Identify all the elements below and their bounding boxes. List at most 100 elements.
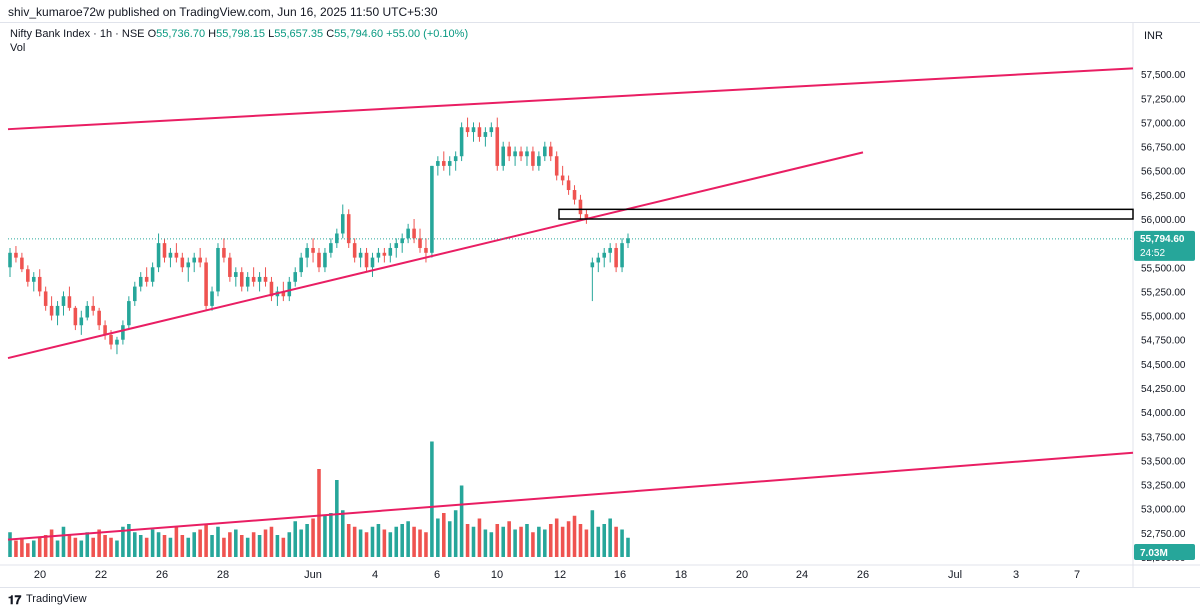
volume-label: Vol <box>10 42 26 54</box>
candle-body <box>335 233 339 244</box>
volume-bar <box>489 532 494 557</box>
x-tick-label: 20 <box>34 569 46 581</box>
y-tick-label: 54,750.00 <box>1141 336 1186 347</box>
candle-body <box>144 276 149 282</box>
volume-bar <box>584 529 589 557</box>
volume-bar <box>37 537 42 557</box>
candle-body <box>61 296 66 306</box>
volume-bar <box>436 518 440 557</box>
volume-bar <box>507 521 511 557</box>
y-tick-label: 53,250.00 <box>1141 481 1186 492</box>
candle-body <box>418 238 422 248</box>
candle-body <box>447 161 452 166</box>
candle-body <box>127 301 131 326</box>
candle-body <box>192 257 196 263</box>
candle-body <box>228 257 232 277</box>
volume-bar <box>121 526 125 557</box>
volume-bar <box>548 524 553 557</box>
candle-body <box>507 146 511 157</box>
volume-bar <box>483 529 488 557</box>
volume-bar <box>20 537 24 557</box>
symbol-name: Nifty Bank Index · 1h · NSE <box>10 28 145 40</box>
candle-body <box>305 247 309 258</box>
volume-bar <box>216 526 220 557</box>
candle-body <box>543 146 547 157</box>
price-chart[interactable]: INR 57,500.00 57,250.00 57,000.00 56,750.00 5… <box>0 22 1200 587</box>
publisher-bar: shiv_kumaroe72w published on TradingView… <box>0 0 1200 23</box>
candle-body <box>382 252 387 256</box>
candle-body <box>442 161 446 166</box>
resistance-zone <box>558 208 1134 220</box>
volume-bar <box>531 532 535 557</box>
candle-body <box>222 247 226 258</box>
candle-body <box>293 272 298 282</box>
candle-body <box>156 243 161 268</box>
volume-bar <box>340 510 345 557</box>
volume-bar <box>162 535 167 557</box>
x-tick-label: 16 <box>614 569 626 581</box>
candle-body <box>198 257 202 263</box>
open-value: 55,736.70 <box>156 28 206 40</box>
candle-body <box>85 305 90 318</box>
candle-body <box>79 317 84 326</box>
volume-badge <box>1134 544 1195 560</box>
candle-body <box>388 247 393 256</box>
candle-body <box>204 262 208 306</box>
candle-body <box>115 339 119 345</box>
high-value: 55,798.15 <box>216 28 266 40</box>
x-tick-label: 26 <box>156 569 168 581</box>
volume-bar <box>174 526 179 557</box>
volume-bar <box>418 529 422 557</box>
volume-bar <box>103 535 107 557</box>
candle-body <box>412 228 416 239</box>
volume-bar <box>275 535 280 557</box>
volume-bar <box>251 532 256 557</box>
x-tick-label: 3 <box>1013 569 1019 581</box>
volume-bar <box>412 526 416 557</box>
volume-bar <box>287 532 292 557</box>
countdown-text: 24:52 <box>1140 248 1165 259</box>
volume-bar <box>346 524 351 557</box>
candle-body <box>239 272 244 287</box>
low-label: L <box>268 28 275 40</box>
candle-body <box>299 257 303 273</box>
candle-body <box>572 190 577 200</box>
last-price-badge <box>1134 230 1195 261</box>
volume-bar <box>85 532 90 557</box>
x-tick-label: 28 <box>217 569 229 581</box>
y-tick-label: 57,000.00 <box>1141 118 1186 129</box>
volume-bar <box>388 532 393 557</box>
candle-body <box>531 151 535 166</box>
candle-body <box>430 165 434 253</box>
volume-bar <box>257 535 262 557</box>
candle-body <box>459 127 464 157</box>
volume-bar <box>513 529 517 557</box>
volume-bar <box>305 524 309 557</box>
candle-body <box>14 252 18 258</box>
candle-body <box>109 334 113 345</box>
volume-bar <box>234 529 238 557</box>
volume-bar <box>263 529 268 557</box>
volume-bar <box>382 529 387 557</box>
lower-trendline <box>7 451 1134 541</box>
candle-body <box>608 247 612 253</box>
candle-body <box>495 127 500 166</box>
volume-bar <box>578 524 583 557</box>
candle-body <box>138 276 143 287</box>
y-tick-label: 55,000.00 <box>1141 312 1186 323</box>
candle-body <box>620 243 624 268</box>
low-value: 55,657.35 <box>274 28 324 40</box>
candle-body <box>20 257 24 270</box>
volume-bar <box>180 535 185 557</box>
volume-bar <box>430 441 434 557</box>
y-tick-label: 53,500.00 <box>1141 456 1186 467</box>
candle-body <box>150 267 155 282</box>
volume-bar <box>168 537 173 557</box>
volume-bar <box>370 526 375 557</box>
volume-bar <box>133 532 137 557</box>
volume-bar <box>144 537 149 557</box>
volume-bar <box>73 537 78 557</box>
candle-body <box>483 132 488 137</box>
x-tick-label: 18 <box>675 569 687 581</box>
candle-body <box>471 127 476 133</box>
